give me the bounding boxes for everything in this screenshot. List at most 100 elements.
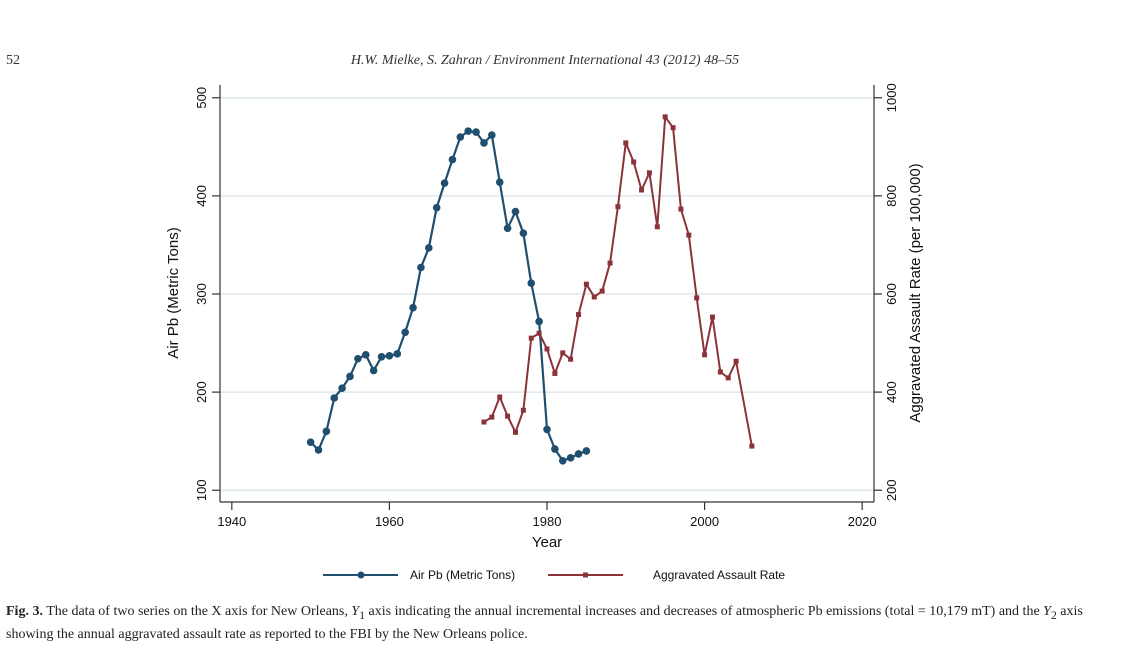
data-point-air-pb-1960: [385, 352, 394, 360]
figure-caption: Fig. 3. The data of two series on the X …: [6, 602, 1116, 644]
legend-marker-assault: [583, 572, 588, 578]
data-point-air-pb-1962: [401, 328, 409, 337]
y2-tick-label: 400: [884, 381, 899, 403]
data-point-air-pb-1975: [503, 224, 512, 233]
data-point-air-pb-1964: [417, 263, 425, 272]
data-point-assault-1986: [591, 294, 597, 300]
caption-text-1: The data of two series on the X axis for…: [42, 604, 352, 619]
data-point-air-pb-1969: [456, 133, 465, 141]
data-point-air-pb-1985: [582, 447, 591, 455]
data-point-air-pb-1976: [511, 207, 520, 216]
caption-y1-symbol: Y: [351, 604, 360, 619]
data-point-air-pb-1978: [527, 279, 536, 287]
data-point-assault-1995: [662, 114, 668, 120]
x-tick-label: 2000: [690, 514, 719, 529]
data-point-air-pb-1965: [425, 244, 433, 252]
x-tick-label: 1960: [375, 514, 404, 529]
data-point-air-pb-1971: [472, 128, 480, 136]
gridlines: [221, 97, 873, 491]
data-point-assault-1975: [505, 413, 511, 419]
caption-y2-sub: 2: [1050, 608, 1057, 622]
data-point-assault-1984: [576, 312, 582, 318]
x-tick-label: 1980: [533, 514, 562, 529]
data-point-air-pb-1968: [448, 155, 457, 164]
data-point-assault-1977: [520, 407, 526, 413]
data-point-air-pb-1952: [322, 427, 331, 436]
data-point-assault-1980: [544, 346, 550, 352]
data-point-air-pb-1959: [377, 352, 386, 361]
data-point-air-pb-1973: [488, 131, 496, 139]
data-point-assault-1987: [599, 288, 605, 294]
data-point-assault-2000: [702, 352, 708, 358]
data-point-air-pb-1984: [574, 450, 583, 458]
data-point-air-pb-1963: [409, 303, 417, 312]
data-point-assault-1976: [512, 429, 518, 435]
data-point-air-pb-1954: [338, 384, 346, 392]
data-point-assault-1972: [481, 419, 487, 425]
data-point-assault-1992: [639, 187, 645, 193]
caption-y2-symbol: Y: [1043, 604, 1051, 619]
data-point-assault-1978: [528, 335, 534, 341]
data-point-air-pb-1983: [566, 454, 575, 462]
data-point-assault-1998: [686, 232, 692, 238]
caption-text-2: axis indicating the annual incremental i…: [365, 604, 1044, 619]
data-point-assault-1989: [615, 204, 621, 210]
data-point-assault-1994: [654, 224, 660, 230]
legend-label-assault: Aggravated Assault Rate: [653, 568, 785, 582]
data-point-air-pb-1951: [314, 446, 323, 454]
series-air-pb: [306, 127, 591, 465]
data-point-air-pb-1957: [361, 351, 370, 359]
data-point-air-pb-1956: [354, 354, 362, 363]
data-point-air-pb-1977: [519, 229, 528, 237]
y2-axis-title: Aggravated Assault Rate (per 100,000): [907, 163, 924, 422]
legend: Air Pb (Metric Tons) Aggravated Assault …: [323, 568, 785, 582]
y2-tick-label: 1000: [884, 83, 899, 112]
caption-text-3: axis showing the annual aggravated assau…: [6, 604, 1083, 642]
data-point-assault-1997: [678, 206, 684, 212]
running-head: H.W. Mielke, S. Zahran / Environment Int…: [350, 53, 740, 68]
x-tick-label: 1940: [217, 514, 246, 529]
data-point-air-pb-1972: [480, 139, 488, 147]
data-point-air-pb-1966: [432, 203, 441, 212]
y-tick-label: 200: [194, 381, 209, 403]
data-point-assault-2003: [725, 375, 731, 381]
series-line-air-pb: [309, 130, 587, 462]
data-point-air-pb-1980: [543, 425, 551, 434]
x-axis-title: Year: [532, 534, 562, 551]
y-axis-title: Air Pb (Metric Tons): [165, 227, 182, 358]
caption-y1-sub: 1: [359, 608, 366, 622]
data-point-assault-1988: [607, 260, 613, 266]
data-point-assault-1981: [552, 370, 558, 376]
y-tick-label: 300: [194, 283, 209, 305]
page-number: 52: [6, 53, 20, 68]
data-point-air-pb-1967: [440, 179, 449, 187]
data-point-air-pb-1981: [551, 445, 559, 453]
legend-item-air-pb: Air Pb (Metric Tons): [323, 568, 515, 582]
y2-tick-label: 800: [884, 185, 899, 207]
figure-chart: 100 200 300 400 500 200 400 600 800 1000 1940 1960 1…: [165, 83, 924, 582]
legend-marker-air-pb: [357, 571, 365, 579]
data-point-air-pb-1979: [535, 317, 543, 326]
series-layer: [306, 114, 755, 465]
data-point-assault-1990: [623, 140, 629, 146]
data-point-assault-2006: [749, 443, 755, 449]
data-point-assault-1991: [631, 159, 637, 165]
data-point-assault-1993: [646, 170, 652, 176]
caption-label: Fig. 3.: [6, 604, 43, 619]
data-point-assault-1982: [560, 350, 566, 356]
data-point-assault-1979: [536, 330, 542, 336]
legend-item-assault: Aggravated Assault Rate: [548, 568, 785, 582]
x-tick-label: 2020: [848, 514, 877, 529]
series-line-assault: [483, 115, 753, 447]
data-point-air-pb-1950: [306, 438, 315, 446]
y-tick-label: 400: [194, 185, 209, 207]
data-point-assault-1985: [583, 281, 589, 287]
data-point-air-pb-1970: [464, 127, 473, 135]
legend-label-air-pb: Air Pb (Metric Tons): [410, 568, 515, 582]
data-point-assault-1996: [670, 125, 676, 131]
y2-tick-label: 200: [884, 479, 899, 501]
y2-tick-label: 600: [884, 283, 899, 305]
data-point-assault-2001: [709, 314, 715, 320]
y-tick-label: 100: [194, 479, 209, 501]
data-point-air-pb-1961: [393, 350, 402, 358]
